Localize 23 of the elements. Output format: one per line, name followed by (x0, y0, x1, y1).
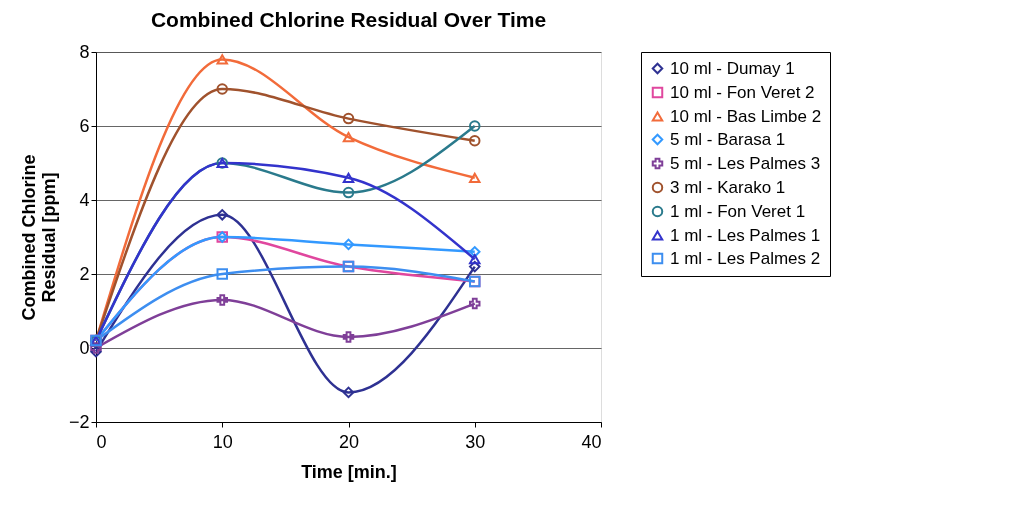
legend-label: 5 ml - Barasa 1 (670, 129, 786, 149)
x-axis-title: Time [min.] (301, 461, 397, 482)
x-tick-label: 0 (96, 431, 107, 452)
y-tick-label: 6 (79, 115, 90, 136)
legend-label: 5 ml - Les Palmes 3 (670, 153, 821, 173)
legend-label: 10 ml - Bas Limbe 2 (670, 106, 822, 126)
y-tick-label: 0 (79, 337, 90, 358)
legend-label: 3 ml - Karako 1 (670, 177, 786, 197)
legend-label: 1 ml - Fon Veret 1 (670, 201, 806, 221)
x-tick-label: 10 (212, 431, 233, 452)
y-tick-label: 2 (79, 263, 90, 284)
y-tick-label: 8 (79, 41, 90, 62)
chart-title: Combined Chlorine Residual Over Time (150, 8, 547, 31)
x-tick-label: 30 (465, 431, 486, 452)
x-tick-label: 20 (338, 431, 360, 452)
legend-label: 10 ml - Fon Veret 2 (670, 82, 815, 102)
x-tick-label: 40 (581, 431, 602, 452)
y-tick-label: −2 (68, 411, 90, 432)
y-tick-label: 4 (79, 189, 90, 210)
legend-label: 1 ml - Les Palmes 2 (670, 248, 821, 268)
legend-label: 1 ml - Les Palmes 1 (670, 225, 821, 245)
legend-label: 10 ml - Dumay 1 (670, 58, 795, 78)
y-axis-title: Combined Chlorine Residual [ppm] (18, 154, 59, 321)
